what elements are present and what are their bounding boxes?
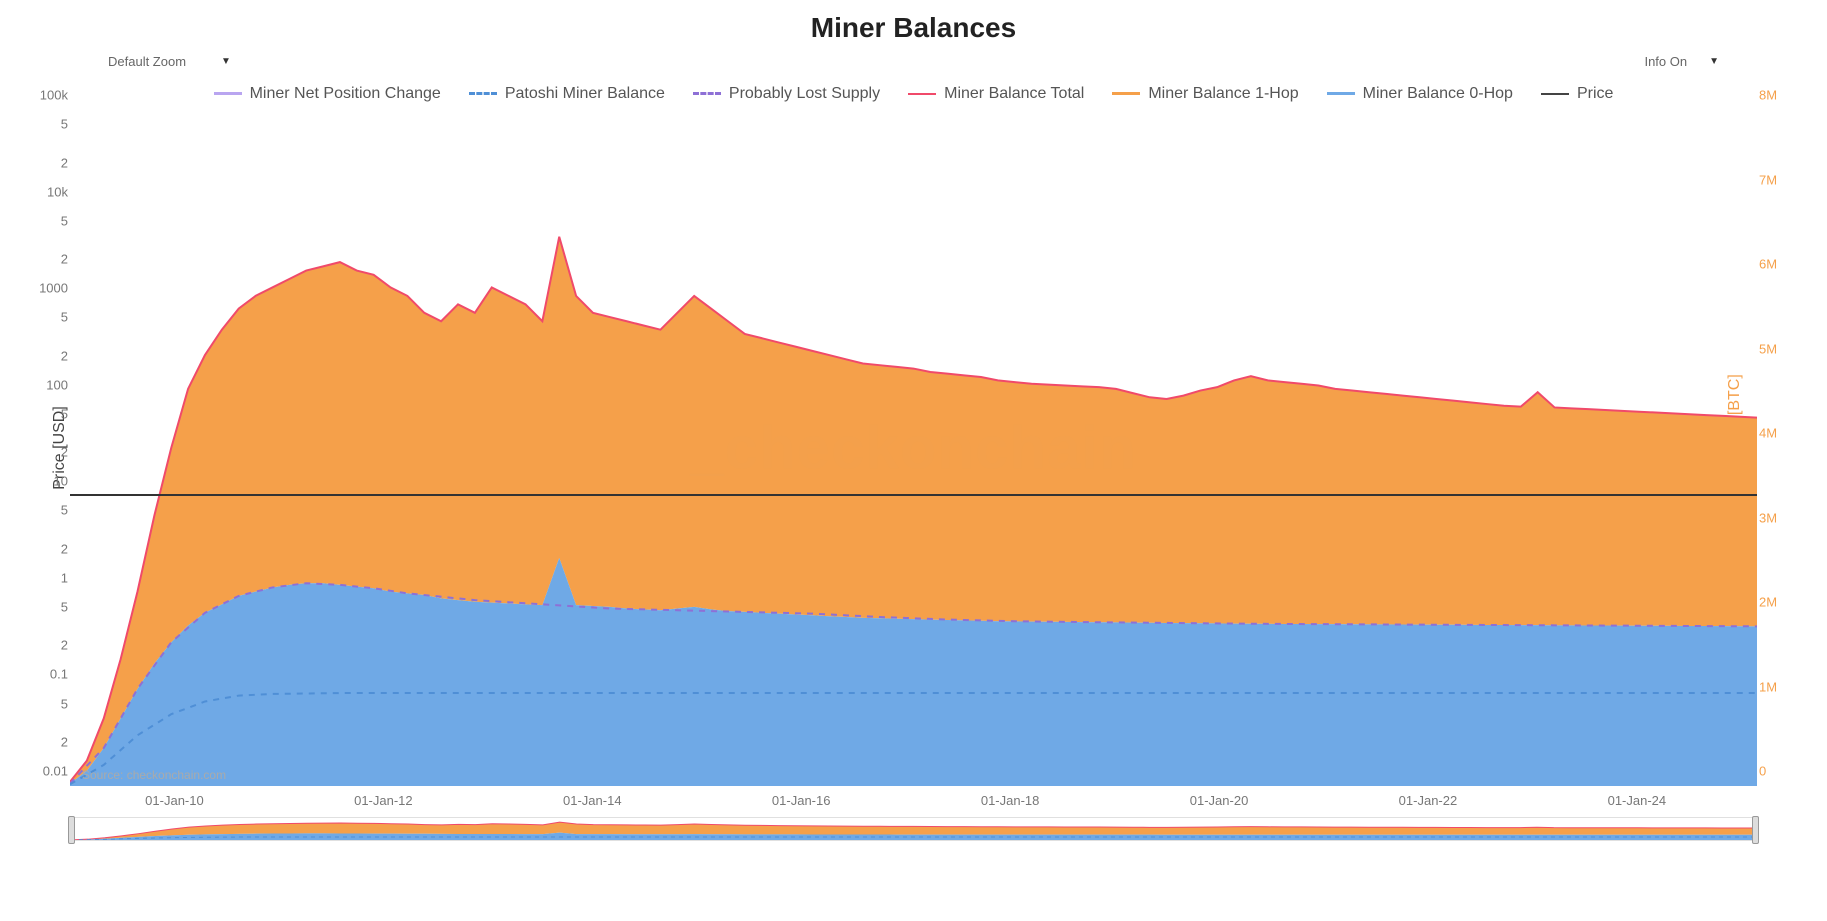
y-right-tick: 8M [1759,88,1777,103]
y-right-tick: 2M [1759,595,1777,610]
y-left-tick: 2 [61,155,68,170]
y-left-tick: 2 [61,348,68,363]
legend-item[interactable]: Miner Balance Total [908,85,1084,103]
zoom-label: Default Zoom [108,54,186,69]
legend-label: Miner Balance 1-Hop [1148,85,1298,103]
plot-region[interactable]: Price [USD] Miner Balance [BTC] 0.01250.… [70,110,1757,786]
rangeslider-handle-right[interactable] [1752,816,1759,844]
y-right-tick: 0 [1759,764,1766,779]
legend-item[interactable]: Probably Lost Supply [693,85,880,103]
y-right-tick: 6M [1759,257,1777,272]
y-left-tick: 10 [54,474,68,489]
legend-item[interactable]: Miner Balance 1-Hop [1112,85,1298,103]
y-left-tick: 5 [61,406,68,421]
y-right-tick: 5M [1759,341,1777,356]
legend-swatch [469,92,497,95]
legend-swatch [1327,92,1355,95]
x-tick: 01-Jan-24 [1608,793,1667,808]
chart-area: Price [USD] Miner Balance [BTC] 0.01250.… [70,110,1757,841]
y-right-ticks: 01M2M3M4M5M6M7M8M [1759,110,1799,786]
y-left-tick: 2 [61,541,68,556]
legend-label: Price [1577,85,1613,103]
y-left-tick: 0.1 [50,667,68,682]
rangeslider-mini-chart [71,818,1756,840]
info-dropdown[interactable]: Info On ▼ [1636,50,1727,73]
y-left-ticks: 0.01250.12512510251002510002510k25100k [30,110,68,786]
x-tick: 01-Jan-22 [1399,793,1458,808]
y-left-tick: 5 [61,310,68,325]
legend-label: Miner Balance 0-Hop [1363,85,1513,103]
legend-label: Miner Net Position Change [250,85,441,103]
legend-swatch [214,92,242,95]
y-left-tick: 5 [61,117,68,132]
legend: Miner Net Position Change Patoshi Miner B… [0,82,1827,103]
chart-title: Miner Balances [0,0,1827,44]
y-right-tick: 4M [1759,426,1777,441]
x-ticks: 01-Jan-10 01-Jan-12 01-Jan-14 01-Jan-16 01-J… [70,793,1757,813]
y-right-tick: 1M [1759,679,1777,694]
legend-item[interactable]: Miner Net Position Change [214,85,441,103]
y-left-tick: 5 [61,696,68,711]
x-tick: 01-Jan-20 [1190,793,1249,808]
x-tick: 01-Jan-10 [145,793,204,808]
legend-item[interactable]: Price [1541,85,1613,103]
chevron-down-icon: ▼ [1709,56,1719,67]
legend-item[interactable]: Patoshi Miner Balance [469,85,665,103]
y-left-tick: 2 [61,252,68,267]
legend-swatch [693,92,721,95]
legend-label: Probably Lost Supply [729,85,880,103]
zoom-dropdown[interactable]: Default Zoom ▼ [100,50,239,73]
y-left-tick: 100k [40,88,68,103]
x-tick: 01-Jan-12 [354,793,413,808]
range-slider[interactable] [70,817,1757,841]
y-left-tick: 2 [61,734,68,749]
chart-svg [70,110,1757,786]
rangeslider-handle-left[interactable] [68,816,75,844]
x-tick: 01-Jan-16 [772,793,831,808]
y-left-tick: 0.01 [43,764,68,779]
y-left-tick: 5 [61,213,68,228]
y-right-tick: 3M [1759,510,1777,525]
y-left-tick: 100 [46,377,68,392]
y-left-tick: 10k [47,184,68,199]
price-line [70,494,1757,496]
legend-swatch [1112,92,1140,95]
legend-swatch [1541,93,1569,95]
y-left-tick: 2 [61,638,68,653]
x-tick: 01-Jan-14 [563,793,622,808]
y-left-tick: 2 [61,445,68,460]
legend-label: Patoshi Miner Balance [505,85,665,103]
x-tick: 01-Jan-18 [981,793,1040,808]
source-attribution: Source: checkonchain.com [82,768,226,782]
y-left-tick: 5 [61,503,68,518]
legend-label: Miner Balance Total [944,85,1084,103]
legend-item[interactable]: Miner Balance 0-Hop [1327,85,1513,103]
y-left-tick: 5 [61,599,68,614]
y-left-tick: 1 [61,570,68,585]
y-right-tick: 7M [1759,172,1777,187]
y-left-tick: 1000 [39,281,68,296]
info-label: Info On [1644,54,1687,69]
legend-swatch [908,93,936,95]
chevron-down-icon: ▼ [221,56,231,67]
